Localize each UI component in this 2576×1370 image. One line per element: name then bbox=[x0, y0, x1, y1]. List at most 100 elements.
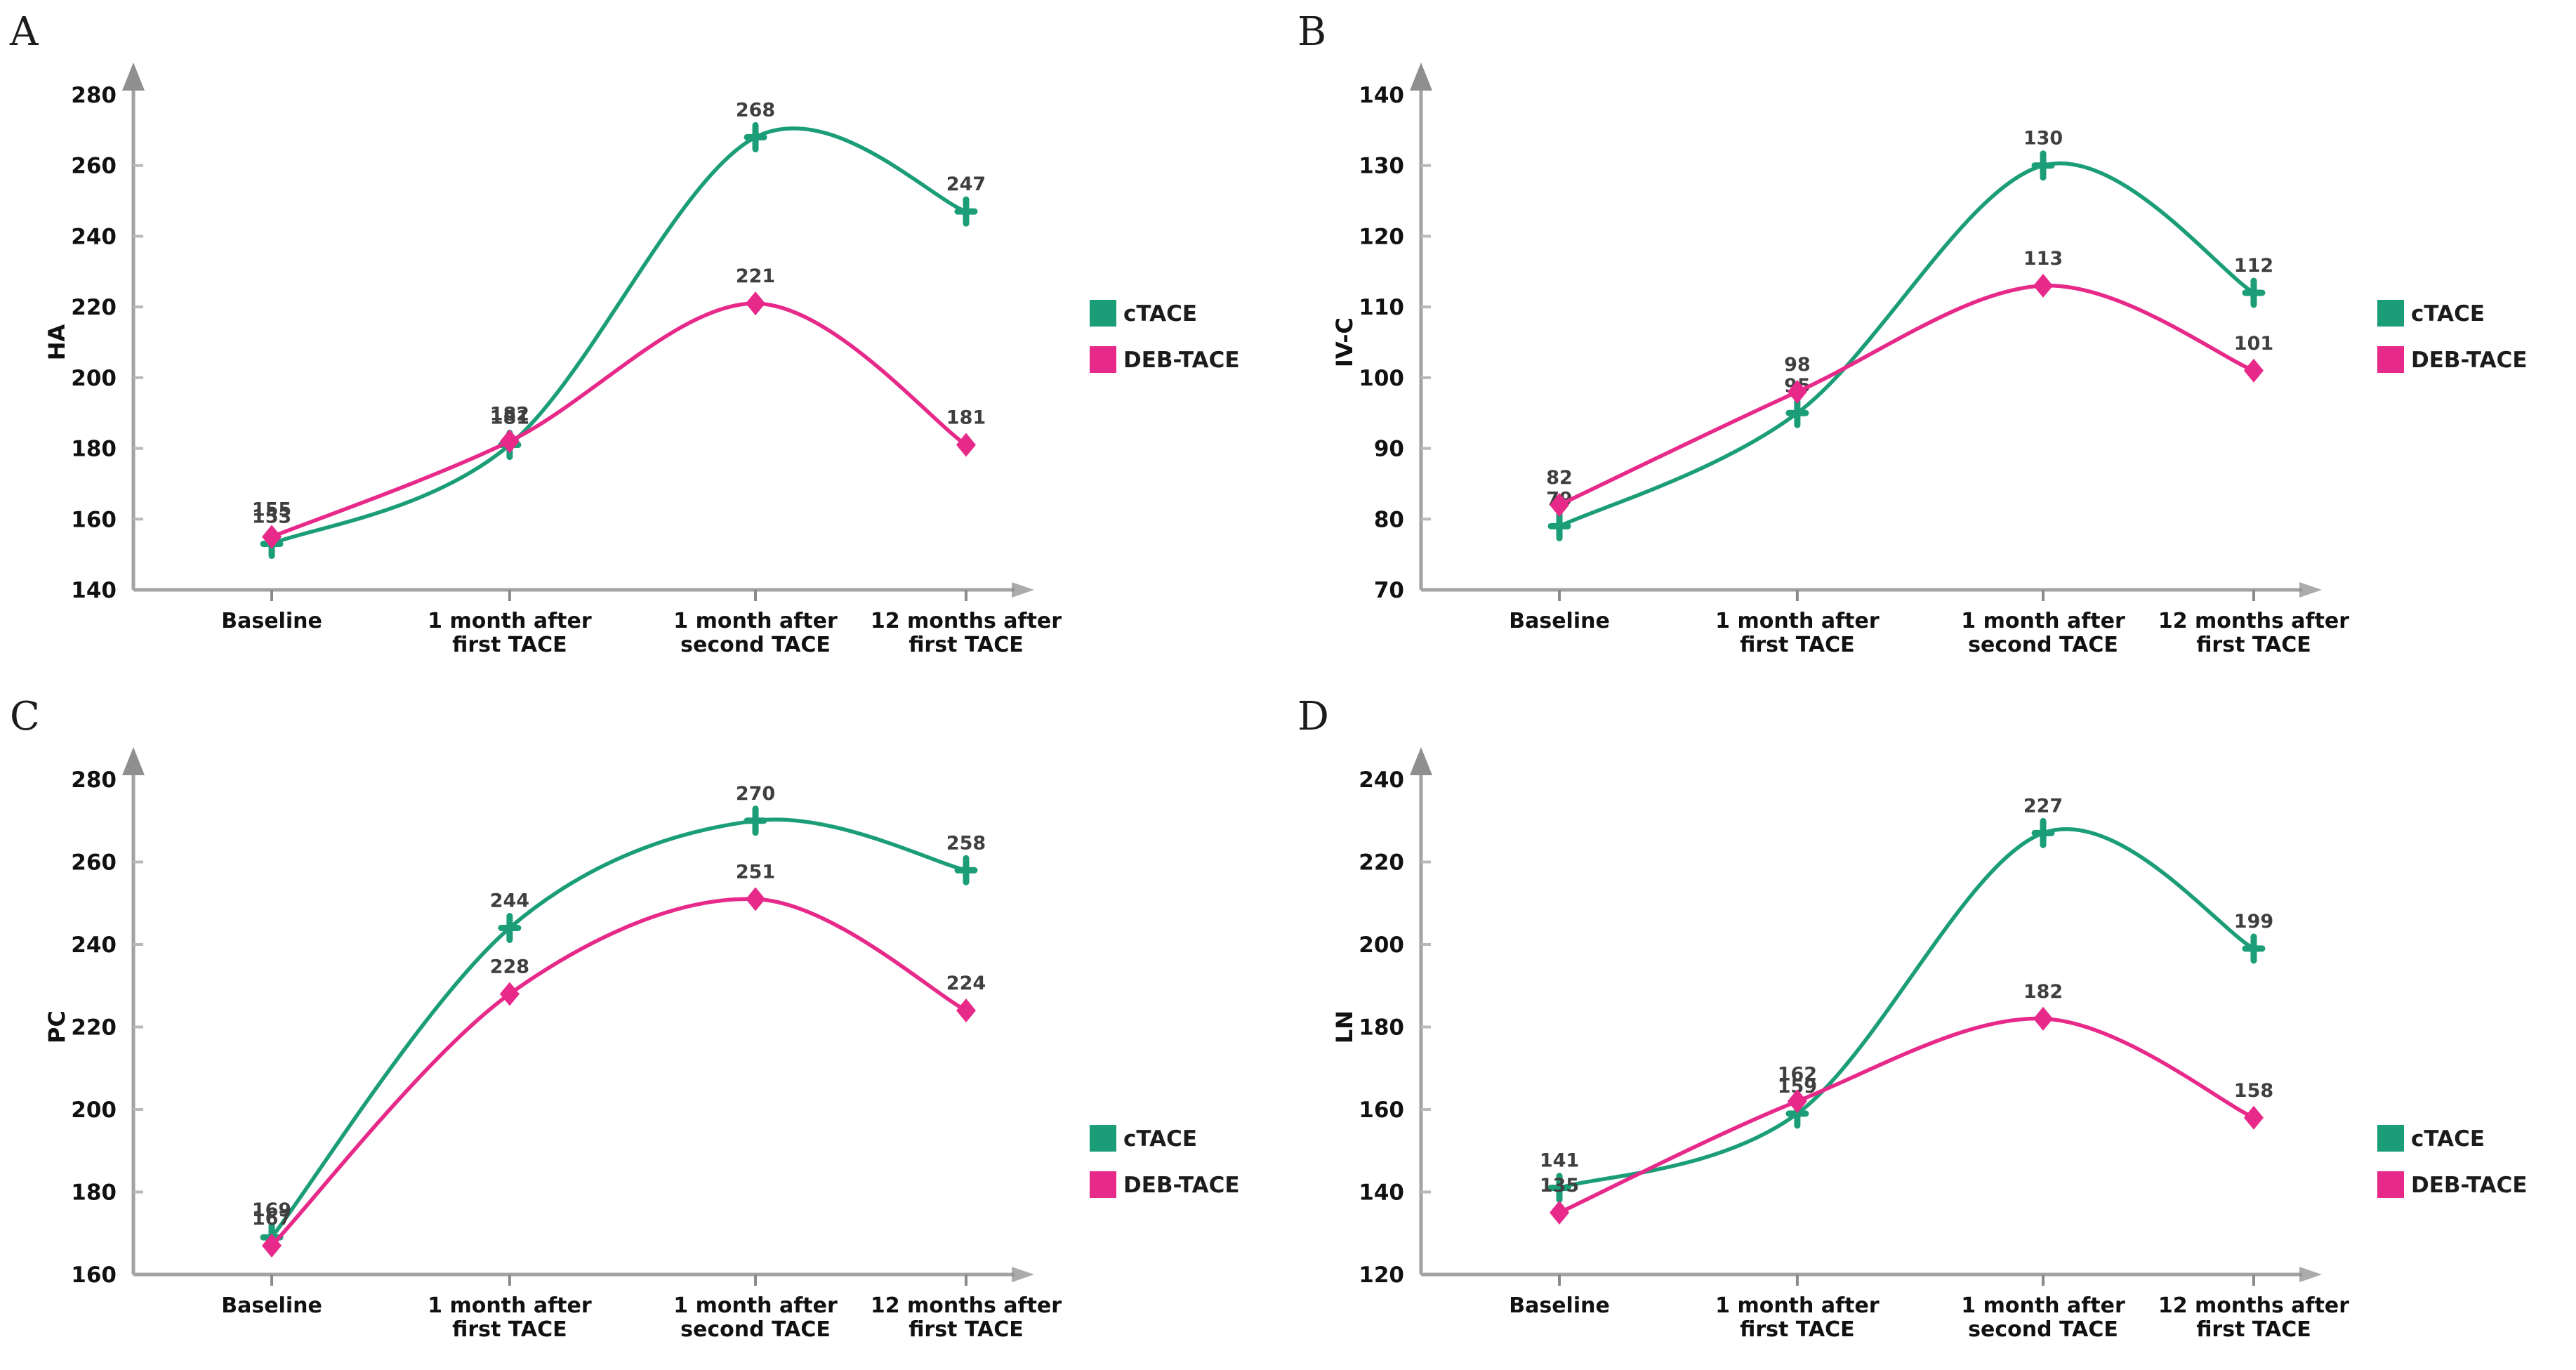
legend-label-ctace: cTACE bbox=[2411, 301, 2485, 327]
x-tick-label: 1 month after first TACE bbox=[428, 1293, 592, 1342]
legend-swatch-deb-tace bbox=[1090, 346, 1116, 373]
y-tick-label: 140 bbox=[71, 578, 117, 603]
panel-C-chart: C 160 180 200 220 240 260 280 Baseline 1 month af… bbox=[10, 694, 1240, 1342]
legend: cTACE DEB-TACE bbox=[1090, 1125, 1240, 1198]
y-tick-label: 70 bbox=[1374, 578, 1404, 603]
data-point-label: 181 bbox=[490, 407, 529, 429]
data-point-label: 182 bbox=[2023, 981, 2063, 1003]
diamond-marker bbox=[746, 887, 766, 911]
data-point-label: 135 bbox=[1540, 1175, 1579, 1197]
diamond-marker bbox=[1787, 380, 1807, 404]
legend-swatch-deb-tace bbox=[2377, 1171, 2404, 1198]
x-tick-label: 1 month after second TACE bbox=[1961, 609, 2125, 657]
legend-swatch-deb-tace bbox=[2377, 346, 2404, 373]
legend: cTACE DEB-TACE bbox=[2377, 1125, 2528, 1198]
y-tick-label: 220 bbox=[71, 295, 117, 320]
deb-tace-curve bbox=[1557, 1016, 2256, 1215]
diamond-marker bbox=[262, 1233, 282, 1258]
legend-swatch-deb-tace bbox=[1090, 1171, 1116, 1198]
data-point-label: 258 bbox=[946, 832, 986, 854]
y-tick-label: 260 bbox=[71, 850, 117, 876]
x-tick-label: 12 months after first TACE bbox=[871, 1293, 1062, 1342]
y-tick-label: 110 bbox=[1359, 295, 1404, 320]
y-tick-label: 90 bbox=[1374, 437, 1404, 462]
data-point-label: 130 bbox=[2023, 128, 2063, 150]
legend-swatch-ctace bbox=[1090, 300, 1116, 327]
y-tick-label: 140 bbox=[1359, 1180, 1404, 1206]
diamond-marker bbox=[2033, 273, 2054, 298]
data-point-label: 101 bbox=[2234, 333, 2273, 355]
panel-B-chart: B 70 80 90 100 110 120 130 140 Baseline 1 month af… bbox=[1297, 9, 2528, 657]
legend-label-deb-tace: DEB-TACE bbox=[1123, 1173, 1240, 1198]
y-tick-label: 280 bbox=[71, 768, 117, 793]
legend-label-deb-tace: DEB-TACE bbox=[2411, 348, 2528, 373]
diamond-marker bbox=[499, 429, 520, 454]
diamond-marker bbox=[1787, 1089, 1807, 1114]
legend-label-ctace: cTACE bbox=[1123, 301, 1197, 327]
legend-label-deb-tace: DEB-TACE bbox=[2411, 1173, 2528, 1198]
y-tick-label: 180 bbox=[71, 437, 117, 462]
diamond-marker bbox=[499, 982, 520, 1006]
x-tick-label: Baseline bbox=[1509, 609, 1610, 633]
panel-letter: A bbox=[9, 9, 39, 55]
x-tick-label: 1 month after second TACE bbox=[673, 1293, 838, 1342]
x-tick-label: 12 months after first TACE bbox=[2158, 609, 2349, 657]
ctace-curve bbox=[1557, 162, 2256, 529]
y-tick-label: 200 bbox=[71, 366, 117, 391]
data-point-label: 247 bbox=[946, 173, 986, 195]
y-tick-label: 140 bbox=[1359, 83, 1404, 108]
data-point-label: 199 bbox=[2234, 911, 2273, 933]
up-arrow-icon bbox=[1410, 62, 1432, 91]
data-point-label: 167 bbox=[252, 1208, 291, 1230]
diamond-marker bbox=[746, 291, 766, 316]
diamond-marker bbox=[1550, 493, 1570, 518]
x-tick-label: Baseline bbox=[221, 609, 322, 633]
data-point-label: 82 bbox=[1546, 467, 1573, 489]
y-axis-title: HA bbox=[44, 324, 70, 360]
x-tick-label: 1 month after second TACE bbox=[1961, 1293, 2125, 1342]
right-arrow-icon bbox=[2299, 582, 2322, 598]
right-arrow-icon bbox=[2299, 1267, 2322, 1282]
x-tick-label: 12 months after first TACE bbox=[2158, 1293, 2349, 1342]
data-point-label: 155 bbox=[252, 499, 291, 520]
panel-A: A 140 160 180 200 220 240 260 280 Baseline 1 month… bbox=[0, 0, 1288, 685]
x-tick-label: 1 month after first TACE bbox=[428, 609, 592, 657]
legend: cTACE DEB-TACE bbox=[1090, 300, 1240, 373]
right-arrow-icon bbox=[1012, 582, 1034, 598]
x-tick-label: 1 month after first TACE bbox=[1715, 609, 1880, 657]
y-tick-label: 200 bbox=[1359, 933, 1404, 958]
x-tick-label: Baseline bbox=[221, 1293, 322, 1318]
legend-swatch-ctace bbox=[1090, 1125, 1116, 1152]
legend: cTACE DEB-TACE bbox=[2377, 300, 2528, 373]
panel-B: B 70 80 90 100 110 120 130 140 Baseline 1 month af… bbox=[1288, 0, 2575, 685]
data-point-label: 270 bbox=[736, 783, 775, 805]
data-point-label: 98 bbox=[1784, 354, 1811, 376]
data-point-label: 228 bbox=[490, 956, 529, 978]
diamond-marker bbox=[956, 999, 976, 1022]
y-tick-label: 180 bbox=[71, 1180, 117, 1206]
data-point-label: 153 bbox=[252, 506, 291, 528]
y-tick-label: 280 bbox=[71, 83, 117, 108]
up-arrow-icon bbox=[122, 747, 145, 775]
up-arrow-icon bbox=[1410, 747, 1432, 775]
panel-letter: D bbox=[1297, 694, 1329, 739]
data-point-label: 169 bbox=[252, 1199, 291, 1221]
data-point-label: 251 bbox=[736, 861, 775, 883]
ctace-curve bbox=[270, 126, 968, 546]
panel-C: C 160 180 200 220 240 260 280 Baseline 1 month af… bbox=[0, 685, 1288, 1369]
diamond-marker bbox=[956, 433, 976, 457]
ctace-curve bbox=[270, 817, 968, 1239]
y-tick-label: 160 bbox=[71, 507, 117, 532]
y-axis-title: IV-C bbox=[1331, 317, 1358, 367]
legend-swatch-ctace bbox=[2377, 1125, 2404, 1152]
data-point-label: 224 bbox=[946, 973, 986, 994]
y-axis-title: LN bbox=[1331, 1010, 1358, 1043]
panel-A-chart: A 140 160 180 200 220 240 260 280 Baseline 1 month… bbox=[9, 9, 1240, 657]
panel-letter: C bbox=[10, 694, 40, 739]
diamond-marker bbox=[2033, 1006, 2054, 1031]
y-tick-label: 100 bbox=[1359, 366, 1404, 391]
y-tick-label: 200 bbox=[71, 1098, 117, 1123]
x-tick-label: 12 months after first TACE bbox=[871, 609, 1062, 657]
y-tick-label: 160 bbox=[1359, 1098, 1404, 1123]
data-point-label: 268 bbox=[736, 99, 775, 121]
